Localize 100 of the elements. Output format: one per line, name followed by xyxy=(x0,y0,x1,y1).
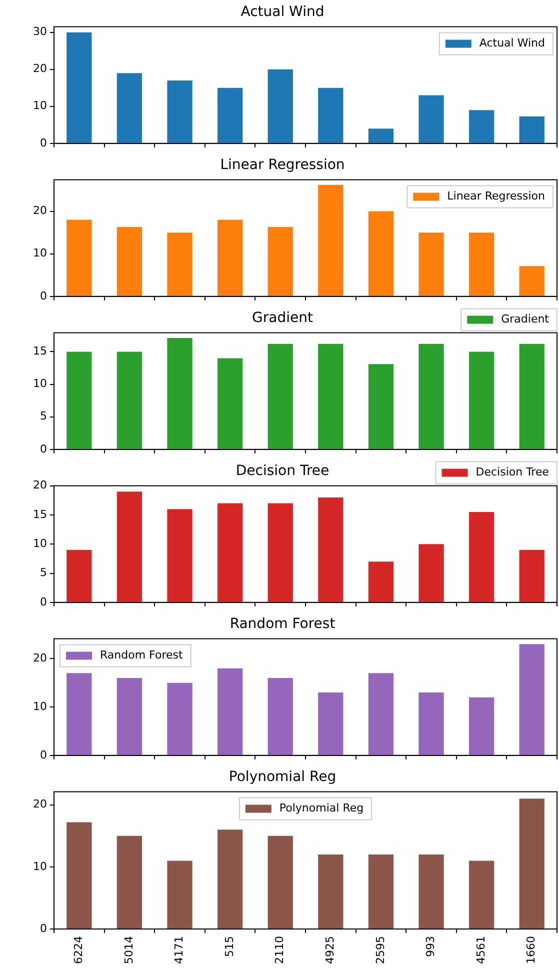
y-tick-label: 30 xyxy=(33,25,47,38)
y-tick-label: 15 xyxy=(33,344,47,358)
y-tick-label: 5 xyxy=(40,566,47,580)
y-tick-label: 10 xyxy=(33,99,47,112)
x-tick-label: 1660 xyxy=(524,936,538,964)
bar xyxy=(418,854,444,929)
bar xyxy=(318,88,344,143)
bar xyxy=(519,798,544,929)
y-tick-label: 10 xyxy=(33,377,47,390)
bar xyxy=(217,88,243,143)
y-tick-label: 0 xyxy=(40,922,47,935)
bar xyxy=(116,352,142,449)
y-tick-label: 0 xyxy=(40,748,47,762)
y-tick-label: 10 xyxy=(33,700,47,713)
bar xyxy=(268,69,293,143)
bar xyxy=(66,550,92,602)
y-tick-label: 0 xyxy=(40,442,47,456)
x-tick-label: 6224 xyxy=(72,936,86,964)
x-tick-label: 4561 xyxy=(474,936,488,964)
bar xyxy=(217,220,243,296)
legend-label: Polynomial Reg xyxy=(279,802,364,815)
bar xyxy=(268,227,293,296)
bar xyxy=(167,509,192,602)
bar xyxy=(268,344,293,449)
bar xyxy=(468,697,494,755)
bar xyxy=(167,80,192,143)
y-tick-label: 5 xyxy=(40,410,47,423)
bar xyxy=(318,854,344,929)
y-tick-label: 0 xyxy=(40,595,47,608)
chart-title: Decision Tree xyxy=(236,463,330,480)
bar xyxy=(66,822,92,929)
legend-label: Linear Regression xyxy=(447,190,546,203)
bar xyxy=(318,692,344,755)
legend-label: Actual Wind xyxy=(479,36,546,50)
bar xyxy=(468,860,494,929)
bar xyxy=(418,344,444,449)
y-tick-label: 20 xyxy=(33,651,47,664)
bar xyxy=(66,673,92,755)
x-tick-label: 4171 xyxy=(172,936,186,964)
bar xyxy=(468,110,494,143)
legend-label: Decision Tree xyxy=(476,466,550,479)
bar xyxy=(116,836,142,929)
chart-title: Random Forest xyxy=(230,616,336,632)
bar xyxy=(66,32,92,143)
y-tick-label: 0 xyxy=(40,136,47,150)
bar xyxy=(519,266,544,296)
bar xyxy=(116,73,142,143)
y-tick-label: 20 xyxy=(33,798,47,811)
x-tick-label: 2110 xyxy=(273,936,286,964)
bar xyxy=(268,503,293,602)
bar xyxy=(268,836,293,929)
chart-title: Linear Regression xyxy=(220,157,345,174)
x-tick-label: 4925 xyxy=(324,936,337,964)
bar xyxy=(368,562,394,602)
x-tick-label: 993 xyxy=(424,936,438,958)
bar xyxy=(318,497,344,602)
bar xyxy=(368,364,394,449)
bar xyxy=(116,492,142,602)
y-tick-label: 10 xyxy=(33,860,47,873)
bar xyxy=(468,352,494,449)
bar xyxy=(368,211,394,296)
bar xyxy=(217,668,243,755)
chart-title: Polynomial Reg xyxy=(228,769,336,786)
y-tick-label: 15 xyxy=(33,508,47,521)
bar xyxy=(519,644,544,755)
bar xyxy=(318,344,344,449)
bar xyxy=(368,673,394,755)
bar xyxy=(167,860,192,929)
bar xyxy=(167,682,192,755)
y-tick-label: 0 xyxy=(40,289,47,302)
bar xyxy=(368,854,394,929)
bar xyxy=(519,550,544,602)
y-tick-label: 20 xyxy=(33,478,47,492)
bar xyxy=(116,227,142,296)
bar xyxy=(418,692,444,755)
bar xyxy=(268,678,293,755)
bar xyxy=(418,544,444,602)
chart-title: Gradient xyxy=(252,310,314,326)
bar xyxy=(167,232,192,296)
bar xyxy=(217,830,243,929)
y-tick-label: 10 xyxy=(33,246,47,260)
bar xyxy=(116,678,142,755)
bar xyxy=(468,512,494,602)
bar xyxy=(468,232,494,296)
bar xyxy=(418,95,444,143)
x-tick-label: 5014 xyxy=(122,936,136,964)
bar xyxy=(368,128,394,143)
y-tick-label: 10 xyxy=(33,536,47,550)
x-tick-label: 515 xyxy=(222,936,236,958)
bar xyxy=(217,503,243,602)
bar xyxy=(519,116,544,143)
y-tick-label: 20 xyxy=(33,62,47,76)
bar xyxy=(66,220,92,296)
legend-label: Gradient xyxy=(501,312,550,326)
bar xyxy=(167,338,192,449)
bar xyxy=(519,344,544,449)
legend-label: Random Forest xyxy=(100,648,184,662)
bar xyxy=(318,184,344,296)
y-tick-label: 20 xyxy=(33,204,47,218)
x-tick-label: 2595 xyxy=(374,936,387,964)
